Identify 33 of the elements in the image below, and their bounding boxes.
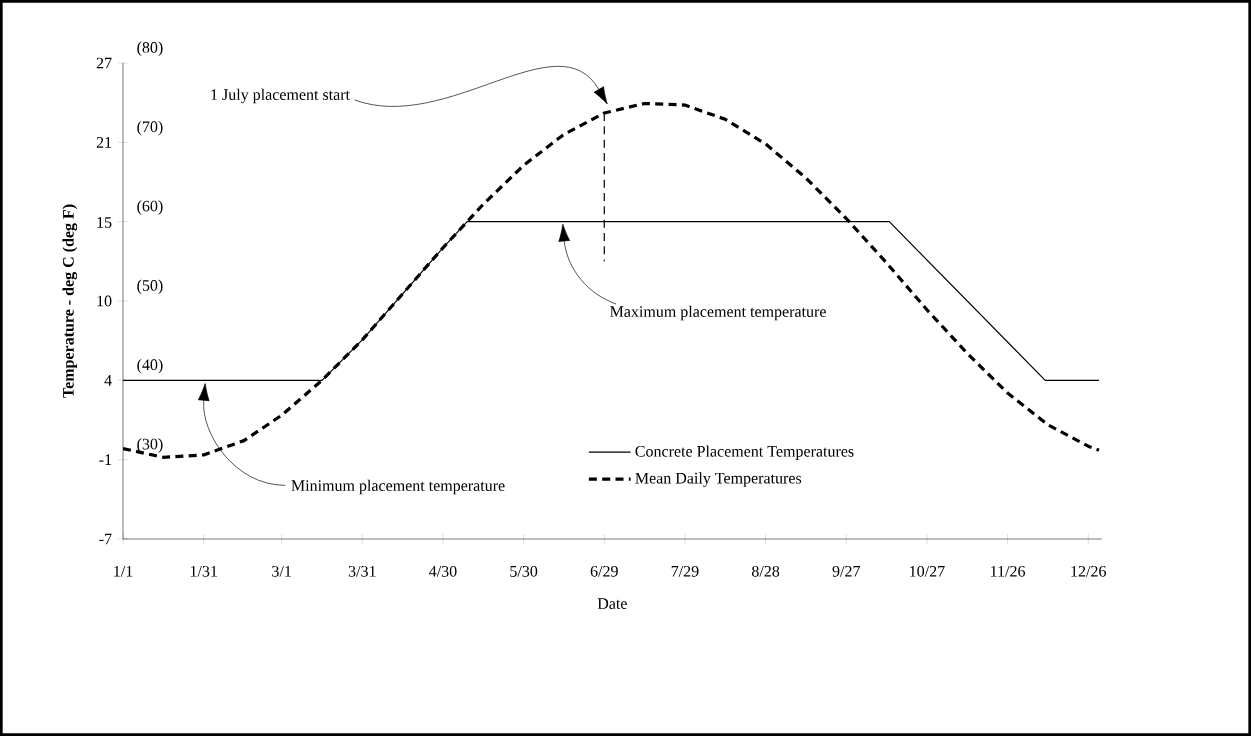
annotation: 1 July placement start — [211, 88, 350, 104]
x-tick-label: 1/1 — [114, 565, 133, 577]
annotation: Maximum placement temperature — [610, 305, 826, 321]
y-tick-label: (40) — [137, 358, 163, 374]
y2-tick-label: -1 — [99, 454, 112, 465]
x-tick-label: 7/29 — [671, 565, 699, 577]
x-tick-label: 3/31 — [348, 565, 376, 577]
x-tick-label: 12/26 — [1071, 565, 1106, 577]
x-tick-label: 1/31 — [190, 565, 217, 577]
x-tick-label: 3/1 — [272, 565, 291, 577]
y-tick-label: (30) — [137, 438, 163, 453]
y-tick-label: (70) — [137, 120, 163, 136]
y-tick-label: (60) — [137, 200, 163, 215]
x-tick-label: 11/26 — [991, 565, 1026, 577]
x-tick-label: 4/30 — [429, 565, 457, 577]
y2-axis-title: Temperature - deg C (deg F) — [62, 204, 78, 398]
x-tick-label: 10/27 — [910, 565, 945, 577]
y2-tick-label: 10 — [97, 295, 112, 307]
y-tick-label: (80) — [137, 41, 163, 57]
x-axis-title: Date — [597, 598, 627, 609]
y2-tick-label: 15 — [97, 217, 112, 228]
y2-tick-label: 4 — [104, 375, 112, 386]
x-tick-label: 5/30 — [510, 565, 538, 577]
legend-label: Concrete Placement Temperatures — [635, 445, 854, 460]
x-tick-label: 9/27 — [832, 565, 861, 577]
y-tick-label: (50) — [137, 279, 163, 295]
legend-label: Mean Daily Temperatures — [635, 472, 802, 487]
x-tick-label: 8/28 — [751, 565, 780, 577]
y2-tick-label: -7 — [99, 533, 112, 545]
annotation: Minimum placement temperature — [291, 479, 505, 495]
y2-tick-label: 21 — [96, 137, 112, 148]
x-tick-label: 6/29 — [590, 565, 618, 577]
y2-tick-label: 27 — [96, 57, 112, 69]
